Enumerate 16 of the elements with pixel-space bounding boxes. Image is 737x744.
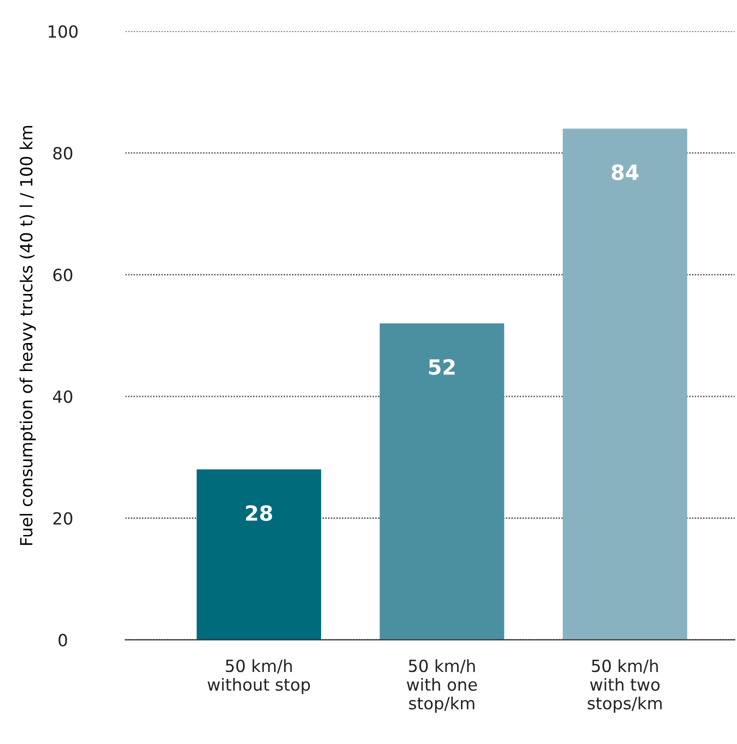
data-label: 84 [612,164,639,180]
x-tick-label: 50 km/h without stop [208,659,310,694]
x-tick-label: 50 km/h with one stop/km [406,659,477,713]
data-label: 52 [429,359,455,375]
data-label: 28 [246,505,272,521]
bar [562,128,688,640]
bar [380,323,504,640]
y-tick-label: 20 [53,512,72,525]
x-tick-label: 50 km/h with two stops/km [588,659,662,713]
y-tick-label: 60 [53,268,72,282]
bar [196,469,322,640]
y-tick-label: 80 [53,146,72,160]
y-tick-label: 100 [48,25,78,38]
y-axis-title: Fuel consumption of heavy trucks (40 t) l / 100 km [20,126,36,545]
y-tick-label: 0 [58,634,67,646]
y-tick-label: 40 [53,390,72,403]
